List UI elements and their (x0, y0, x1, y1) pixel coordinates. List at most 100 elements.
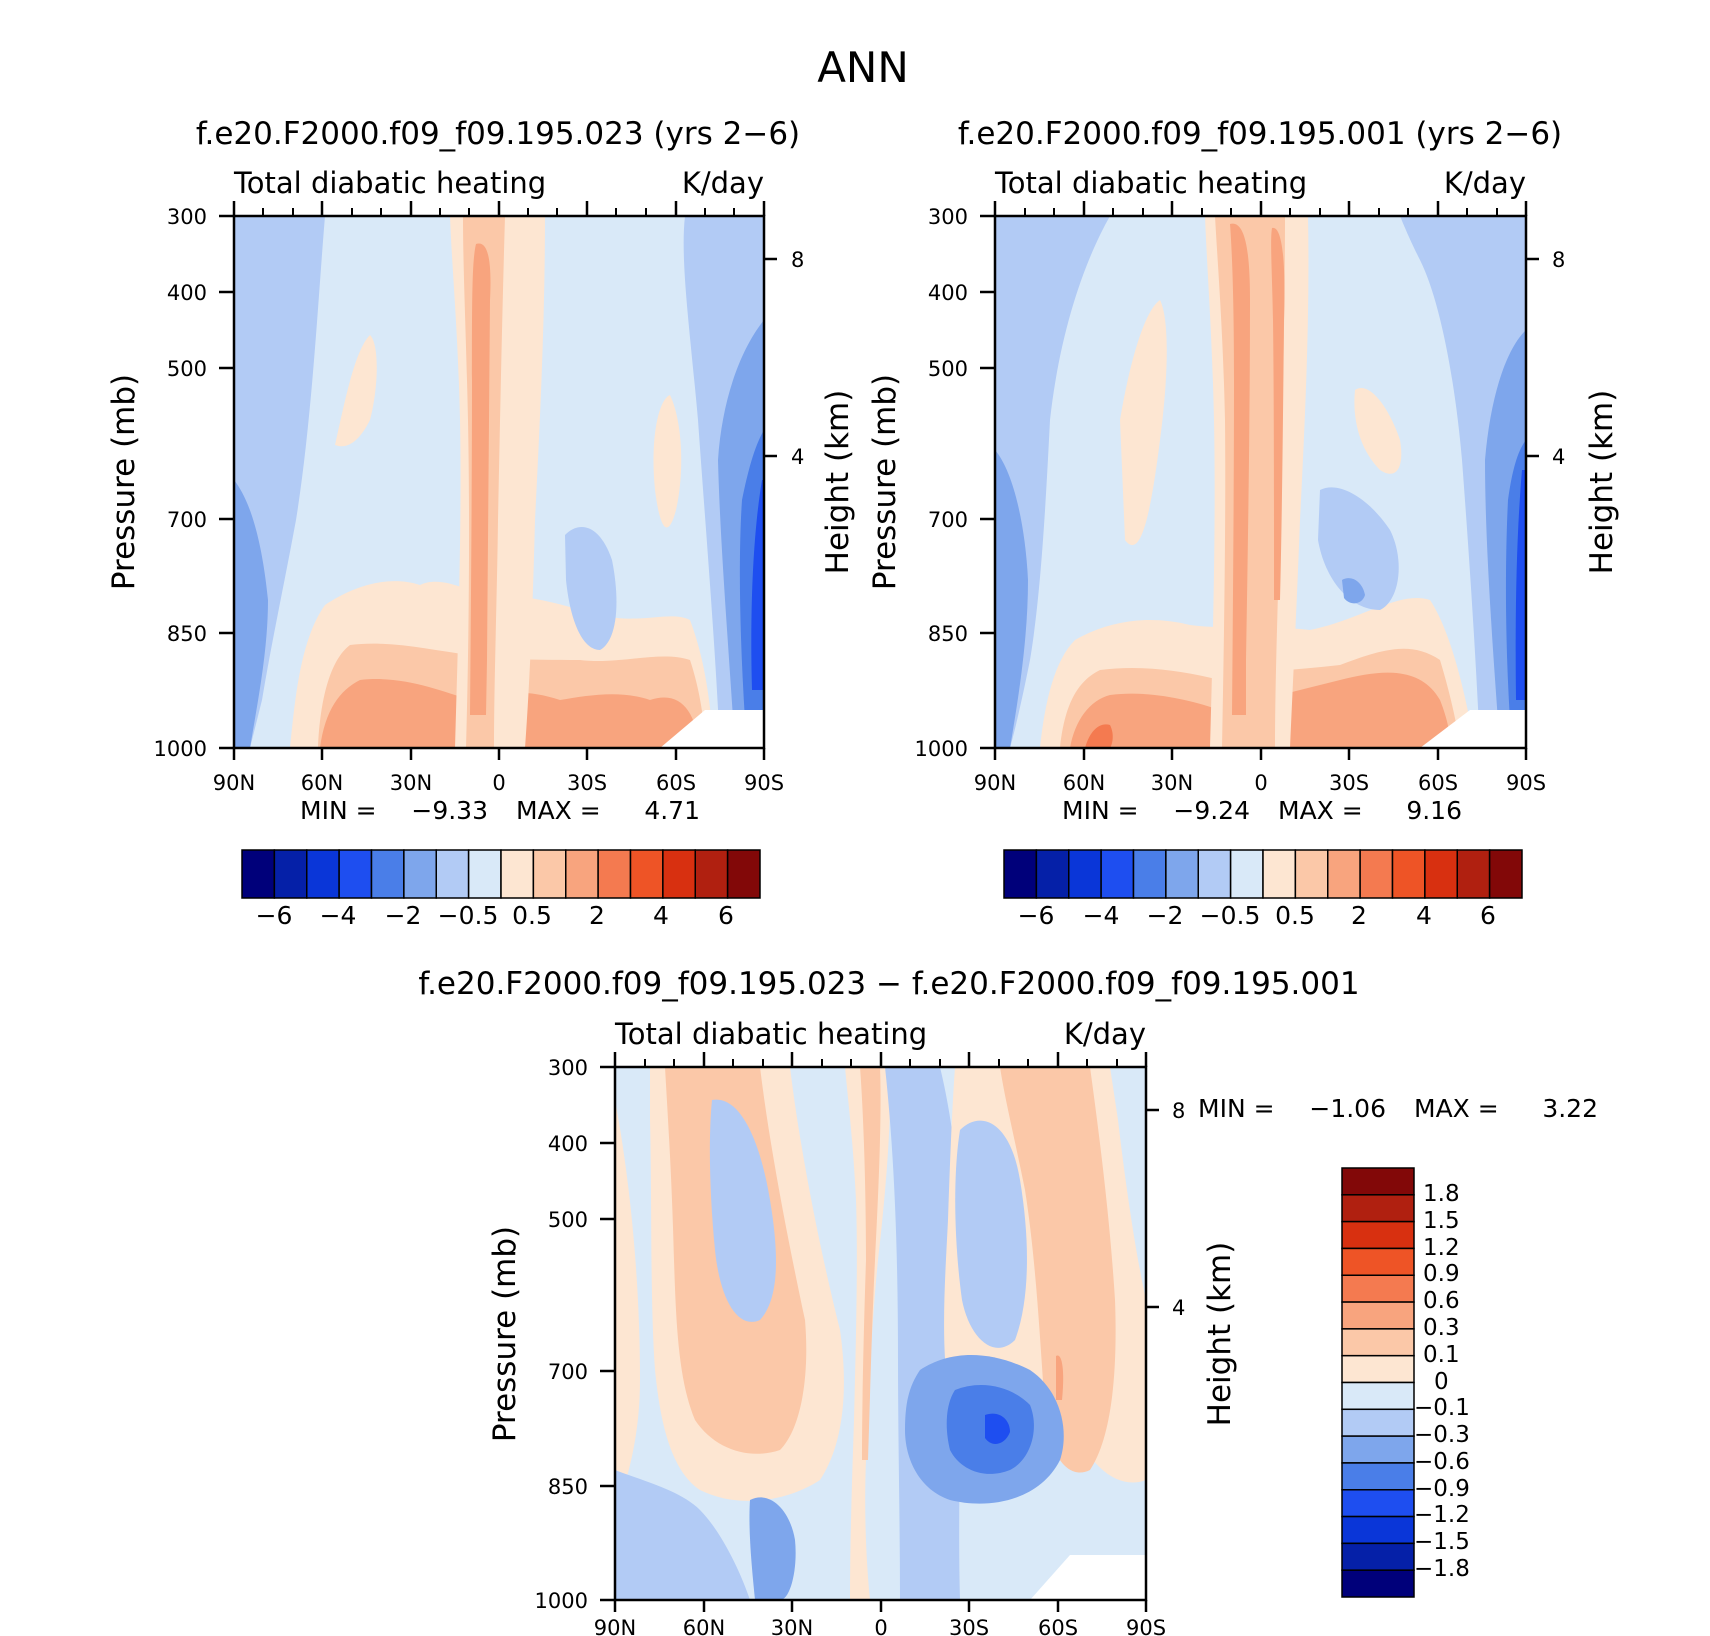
panel-2-units: K/day (1444, 166, 1526, 200)
panel-2-ytick-500: 500 (928, 357, 968, 381)
panel-2-y2label: Height (km) (1584, 390, 1620, 575)
panel-1-colorbar-swatch-13 (662, 849, 696, 899)
panel-1-cb-label-1: −4 (320, 901, 357, 930)
panel-1-colorbar-swatch-3 (338, 849, 373, 899)
panel-3-y2tick-8: 8 (1172, 1099, 1185, 1123)
panel-2-colorbar-swatch-0 (1003, 849, 1038, 899)
panel-2-colorbar-swatch-8 (1262, 849, 1297, 899)
panel-3-ytick-850: 850 (548, 1475, 588, 1499)
panel-1-ytick-1000: 1000 (154, 737, 207, 761)
panel-2-colorbar-swatch-6 (1197, 849, 1232, 899)
panel-2-colorbar-swatch-12 (1391, 849, 1426, 899)
panel-3-colorbar-swatch-13 (1341, 1515, 1415, 1545)
panel-2-max-value: 9.16 (1406, 796, 1462, 825)
panel-2-min-value: −9.24 (1173, 796, 1250, 825)
panel-3-cb-label-11: −0.9 (1414, 1476, 1470, 1502)
panel-3-title: f.e20.F2000.f09_f09.195.023 − f.e20.F200… (418, 966, 1359, 1002)
panel-3-ylabel: Pressure (mb) (487, 1226, 523, 1442)
panel-1-xtick-30s: 30S (567, 771, 607, 795)
panel-3-colorbar-swatch-6 (1341, 1328, 1415, 1357)
panel-2-colorbar-swatch-3 (1100, 849, 1135, 899)
panel-1-colorbar (241, 849, 761, 899)
panel-3-colorbar-swatch-15 (1341, 1569, 1415, 1598)
panel-2-ytick-850: 850 (928, 622, 968, 646)
panel-2-xtick-30s: 30S (1329, 771, 1369, 795)
panel-1-cb-label-3: −0.5 (438, 901, 499, 930)
panel-3-xtick-90n: 90N (594, 1616, 636, 1636)
panel-2-cb-label-0: −6 (1018, 901, 1055, 930)
panel-1-colorbar-swatch-12 (629, 849, 664, 899)
panel-3-cb-label-10: −0.6 (1414, 1449, 1470, 1475)
panel-2-xtick-30n: 30N (1151, 771, 1193, 795)
panel-2-colorbar-swatch-5 (1165, 849, 1199, 899)
panel-1: f.e20.F2000.f09_f09.195.023 (yrs 2−6) To… (106, 116, 856, 930)
panel-1-colorbar-swatch-10 (565, 849, 599, 899)
panel-3-cb-label-5: 0.3 (1423, 1315, 1460, 1341)
panel-3-y-ticks: 300 400 500 700 850 1000 (535, 1056, 615, 1613)
panel-1-colorbar-swatch-4 (370, 849, 405, 899)
panel-1-colorbar-swatch-0 (241, 849, 276, 899)
panel-2-minor-ticks (1024, 208, 1498, 216)
panel-2-major-ticks-top (993, 201, 1528, 216)
panel-3-ytick-1000: 1000 (535, 1589, 588, 1613)
panel-3-colorbar-swatch-11 (1341, 1462, 1415, 1491)
panel-3-contour-field (615, 1067, 1146, 1600)
panel-2-colorbar-swatch-7 (1229, 849, 1264, 899)
panel-3-colorbar-swatch-10 (1341, 1435, 1415, 1464)
panel-3-variable: Total diabatic heating (614, 1017, 927, 1051)
panel-3-colorbar-swatch-1 (1341, 1194, 1415, 1223)
panel-3: f.e20.F2000.f09_f09.195.023 − f.e20.F200… (418, 966, 1598, 1636)
panel-1-cb-label-2: −2 (385, 901, 422, 930)
panel-1-title: f.e20.F2000.f09_f09.195.023 (yrs 2−6) (196, 116, 800, 152)
panel-2-title: f.e20.F2000.f09_f09.195.001 (yrs 2−6) (958, 116, 1562, 152)
panel-3-colorbar-swatch-14 (1341, 1542, 1415, 1571)
panel-3-max-label: MAX = (1414, 1094, 1499, 1123)
panel-2-cb-label-6: 4 (1416, 901, 1432, 930)
panel-1-colorbar-swatch-6 (435, 849, 470, 899)
panel-3-colorbar (1341, 1167, 1415, 1598)
panel-3-xtick-30n: 30N (771, 1616, 813, 1636)
panel-3-colorbar-swatch-12 (1341, 1489, 1415, 1518)
panel-2: f.e20.F2000.f09_f09.195.001 (yrs 2−6) To… (867, 116, 1620, 930)
panel-2-cb-label-7: 6 (1480, 901, 1496, 930)
panel-2-y2tick-8: 8 (1552, 248, 1565, 272)
panel-3-xtick-0: 0 (874, 1616, 887, 1636)
panel-2-colorbar-swatch-1 (1035, 849, 1070, 899)
panel-2-max-label: MAX = (1278, 796, 1363, 825)
panel-3-cb-label-3: 0.9 (1423, 1261, 1460, 1287)
panel-2-xtick-90s: 90S (1506, 771, 1546, 795)
panel-3-xtick-60s: 60S (1038, 1616, 1078, 1636)
panel-1-colorbar-swatch-5 (403, 849, 437, 899)
panel-2-colorbar (1003, 849, 1523, 899)
panel-3-ytick-400: 400 (548, 1132, 588, 1156)
panel-1-x-ticks: 90N 60N 30N 0 30S 60S 90S (213, 748, 784, 795)
panel-3-y2label: Height (km) (1202, 1242, 1238, 1427)
panel-3-x-ticks: 90N 60N 30N 0 30S 60S 90S (594, 1600, 1166, 1636)
panel-3-min-value: −1.06 (1309, 1094, 1386, 1123)
panel-1-y2tick-4: 4 (791, 445, 804, 469)
panel-1-xtick-30n: 30N (390, 771, 432, 795)
panel-2-colorbar-swatch-10 (1327, 849, 1361, 899)
panel-2-min-label: MIN = (1062, 796, 1139, 825)
panel-1-ytick-700: 700 (167, 508, 207, 532)
panel-3-colorbar-swatch-3 (1341, 1247, 1415, 1276)
panel-1-xtick-90n: 90N (213, 771, 255, 795)
panel-3-cb-label-9: −0.3 (1414, 1422, 1470, 1448)
panel-2-ytick-400: 400 (928, 281, 968, 305)
panel-3-colorbar-swatch-8 (1341, 1381, 1415, 1411)
panel-3-cb-label-6: 0.1 (1423, 1342, 1460, 1368)
panel-1-colorbar-swatch-14 (694, 849, 729, 899)
panel-1-max-value: 4.71 (644, 796, 700, 825)
panel-3-colorbar-swatch-0 (1341, 1167, 1415, 1196)
panel-3-min-label: MIN = (1198, 1094, 1275, 1123)
panel-2-cb-label-5: 2 (1351, 901, 1367, 930)
panel-3-major-ticks-top (613, 1052, 1148, 1067)
panel-1-units: K/day (682, 166, 764, 200)
panel-2-colorbar-swatch-15 (1488, 849, 1523, 899)
panel-1-contour-field (234, 216, 764, 748)
figure-title: ANN (817, 43, 909, 92)
panel-2-cb-label-4: 0.5 (1275, 901, 1315, 930)
panel-3-minor-ticks (644, 1059, 1118, 1067)
panel-2-contour-field (995, 216, 1526, 748)
panel-1-y2-ticks: 8 4 (764, 248, 804, 469)
